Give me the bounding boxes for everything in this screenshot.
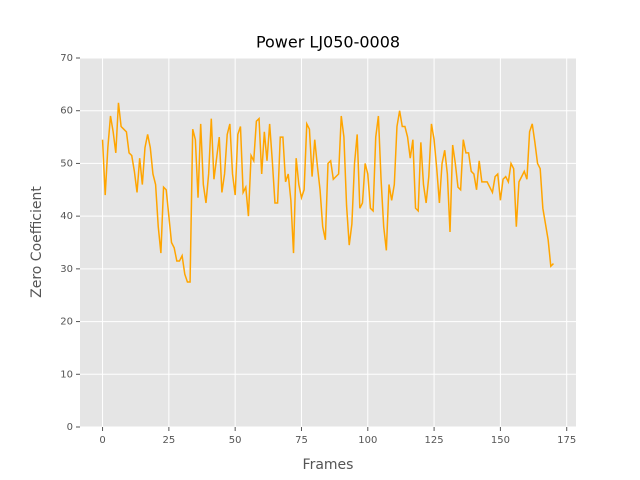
y-tick-label: 30 [60, 264, 73, 275]
y-tick-label: 50 [60, 158, 73, 169]
y-tick-label: 10 [60, 369, 73, 380]
y-tick-label: 20 [60, 317, 73, 328]
y-tick-label: 60 [60, 106, 73, 117]
x-tick-label: 125 [425, 435, 444, 446]
plot-area [80, 58, 576, 427]
y-tick-label: 70 [60, 53, 73, 64]
y-tick-label: 0 [67, 422, 73, 433]
chart-title: Power LJ050-0008 [256, 33, 400, 52]
x-axis-label: Frames [303, 457, 354, 473]
data-line [101, 102, 554, 283]
x-tick-label: 100 [358, 435, 377, 446]
x-tick-label: 0 [99, 435, 105, 446]
y-axis-label: Zero Coefficient [29, 186, 45, 298]
x-tick-label: 150 [491, 435, 510, 446]
x-tick-label: 25 [162, 435, 175, 446]
y-tick-label: 40 [60, 211, 73, 222]
x-tick-label: 50 [229, 435, 242, 446]
x-tick-label: 75 [295, 435, 308, 446]
x-tick-label: 175 [557, 435, 576, 446]
